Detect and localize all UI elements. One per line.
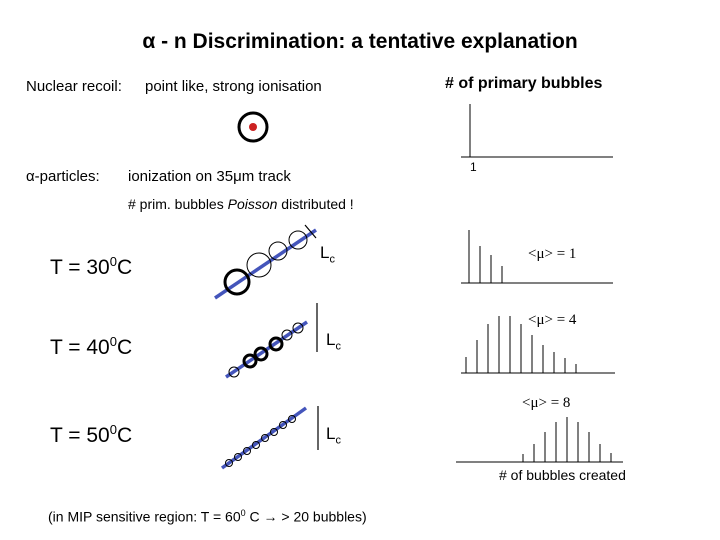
bubble (246, 252, 272, 278)
temp-label-40: T = 400C (50, 334, 133, 359)
bubbles-created-label: # of bubbles created (499, 467, 626, 483)
recoil-dot (249, 123, 257, 131)
track-line (214, 228, 317, 300)
lc-label-50: Lc (326, 424, 341, 447)
bubble (288, 415, 296, 423)
temp-label-30: T = 300C (50, 254, 133, 279)
mean-label-4: <μ> = 4 (528, 312, 577, 328)
bubble (281, 329, 293, 341)
bubble (228, 366, 240, 378)
track-line (220, 406, 308, 470)
bubble (288, 230, 308, 250)
bubble (225, 459, 233, 467)
alpha-label: α-particles: (26, 168, 100, 185)
primary-bubbles-header: # of primary bubbles (445, 75, 603, 92)
temp-label-50: T = 500C (50, 422, 133, 447)
bubble (252, 441, 260, 449)
bubble (268, 336, 284, 352)
recoil-label: Nuclear recoil: (26, 78, 122, 95)
bubble (223, 268, 251, 296)
bubble (292, 322, 304, 334)
poisson-note: # prim. bubbles Poisson distributed ! (128, 196, 354, 212)
bubble (268, 241, 288, 261)
lc-label-40: Lc (326, 330, 341, 353)
track-50 (220, 406, 319, 470)
lc-label-30: Lc (320, 243, 335, 266)
alpha-description: ionization on 35μm track (128, 168, 291, 185)
primary-tick-label: 1 (470, 160, 477, 174)
lc-marker (304, 224, 317, 239)
histogram-mu-8 (456, 417, 623, 463)
bubble (279, 421, 287, 429)
histogram-mu-1 (461, 230, 613, 284)
track-40 (225, 303, 318, 379)
page-title: α - n Discrimination: a tentative explan… (142, 30, 578, 53)
primary-histogram (461, 104, 613, 158)
bubble (253, 346, 269, 362)
recoil-bubble-icon (237, 111, 269, 143)
histogram-mu-4 (461, 316, 615, 374)
bubble (243, 447, 251, 455)
bubble (234, 453, 242, 461)
recoil-description: point like, strong ionisation (145, 78, 322, 95)
bubble (270, 428, 278, 436)
mean-label-1: <μ> = 1 (528, 246, 577, 262)
mean-label-8: <μ> = 8 (522, 395, 571, 411)
bubble (242, 353, 258, 369)
track-30 (214, 224, 317, 300)
bubble (261, 434, 269, 442)
footnote: (in MIP sensitive region: T = 600 C → > … (48, 508, 367, 525)
